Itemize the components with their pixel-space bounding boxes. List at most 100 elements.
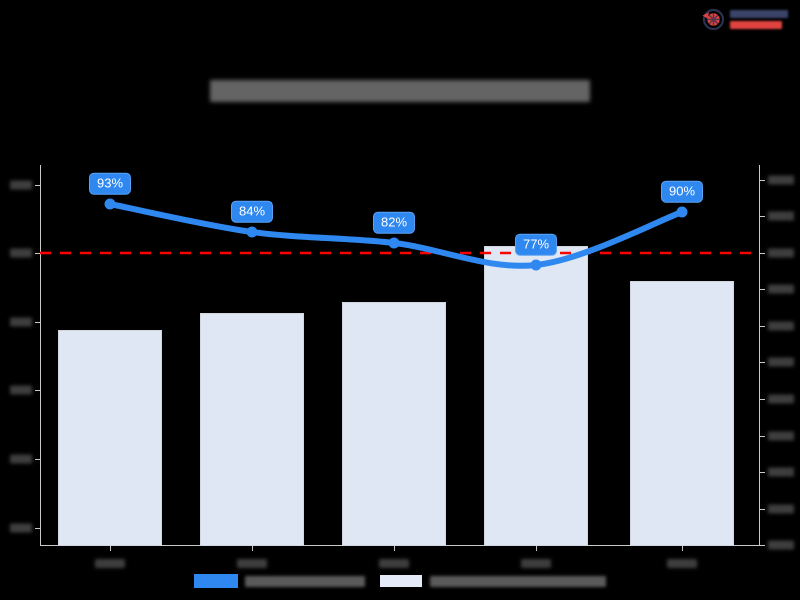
right-axis-tick <box>760 472 765 473</box>
right-axis-tick-label <box>768 284 794 294</box>
right-axis-tick <box>760 180 765 181</box>
left-axis-tick-label-text <box>10 523 32 533</box>
right-axis-tick-label <box>768 175 794 185</box>
right-axis-tick-label-text <box>768 211 794 221</box>
chart-title <box>0 80 800 107</box>
left-axis-tick-label <box>10 248 32 258</box>
right-axis-tick-label-text <box>768 357 794 367</box>
right-axis-tick-label-text <box>768 467 794 477</box>
right-axis-tick-label-text <box>768 175 794 185</box>
legend-items <box>186 570 614 592</box>
legend-item[interactable] <box>194 574 365 588</box>
logo-wordmark <box>730 9 788 29</box>
right-axis-tick-label <box>768 394 794 404</box>
brand-logo <box>700 4 792 34</box>
left-axis-tick <box>35 528 40 529</box>
logo-wordmark-line-2 <box>730 20 782 29</box>
x-axis-tick <box>252 546 253 551</box>
line-marker[interactable] <box>388 237 400 249</box>
right-axis-tick <box>760 545 765 546</box>
right-axis-tick <box>760 509 765 510</box>
left-axis-tick-label <box>10 523 32 533</box>
left-axis-tick-label <box>10 317 32 327</box>
line-marker[interactable] <box>676 206 688 218</box>
x-axis-category-label-text <box>521 559 551 568</box>
left-axis-tick <box>35 253 40 254</box>
right-axis-tick-label <box>768 248 794 258</box>
x-axis-category-label-text <box>237 559 267 568</box>
right-axis-tick-label-text <box>768 284 794 294</box>
bar[interactable] <box>630 281 734 546</box>
bar[interactable] <box>484 246 588 546</box>
left-axis-tick-label-text <box>10 317 32 327</box>
x-axis-tick <box>394 546 395 551</box>
left-axis-tick-label <box>10 454 32 464</box>
right-axis-tick-label-text <box>768 540 794 550</box>
chart-legend <box>0 570 800 592</box>
left-axis-tick <box>35 322 40 323</box>
right-axis-tick-label-text <box>768 248 794 258</box>
x-axis-category-label <box>521 555 551 573</box>
line-data-label: 84% <box>230 200 274 223</box>
logo-mark-icon <box>700 6 726 32</box>
x-axis-tick <box>536 546 537 551</box>
chart-title-text <box>210 80 590 102</box>
right-axis-tick-label <box>768 540 794 550</box>
left-axis-tick <box>35 390 40 391</box>
line-data-label: 82% <box>372 211 416 234</box>
line-marker[interactable] <box>104 198 116 210</box>
right-axis-tick-label-text <box>768 321 794 331</box>
right-axis-tick <box>760 289 765 290</box>
bar[interactable] <box>342 302 446 546</box>
x-axis-category-label-text <box>379 559 409 568</box>
right-axis-tick-label <box>768 357 794 367</box>
right-axis-spine <box>759 165 760 546</box>
x-axis-tick <box>682 546 683 551</box>
x-axis-category-label-text <box>667 559 697 568</box>
right-axis-tick-label <box>768 504 794 514</box>
line-data-label: 93% <box>88 172 132 195</box>
line-marker[interactable] <box>246 226 258 238</box>
x-axis-category-label <box>237 555 267 573</box>
legend-swatch <box>194 574 238 588</box>
right-axis-tick-label <box>768 467 794 477</box>
right-axis-tick-label <box>768 431 794 441</box>
right-axis-tick <box>760 436 765 437</box>
x-axis-category-label <box>95 555 125 573</box>
x-axis-category-label <box>667 555 697 573</box>
left-axis-tick-label <box>10 180 32 190</box>
left-axis-tick-label <box>10 385 32 395</box>
x-axis-category-label <box>379 555 409 573</box>
x-axis-tick <box>110 546 111 551</box>
left-axis-tick <box>35 459 40 460</box>
left-axis-spine <box>40 165 41 546</box>
right-axis-tick <box>760 326 765 327</box>
legend-item[interactable] <box>379 574 606 588</box>
bar[interactable] <box>200 313 304 546</box>
plot-area: 93% 84% 82% 77% 90% <box>10 165 794 568</box>
right-axis-tick-label-text <box>768 394 794 404</box>
bar[interactable] <box>58 330 162 546</box>
right-axis-tick <box>760 362 765 363</box>
right-axis-tick-label <box>768 211 794 221</box>
legend-swatch <box>379 574 423 588</box>
right-axis-tick <box>760 216 765 217</box>
right-axis-tick <box>760 399 765 400</box>
line-series-overlay <box>40 198 760 271</box>
left-axis-tick-label-text <box>10 180 32 190</box>
left-axis-tick <box>35 185 40 186</box>
legend-item-label <box>245 575 365 587</box>
x-axis-category-label-text <box>95 559 125 568</box>
left-axis-tick-label-text <box>10 385 32 395</box>
line-data-label: 90% <box>660 180 704 203</box>
right-axis-tick-label-text <box>768 504 794 514</box>
right-axis-tick <box>760 253 765 254</box>
left-axis-tick-label-text <box>10 454 32 464</box>
right-axis-tick-label <box>768 321 794 331</box>
legend-item-label <box>430 575 606 587</box>
line-marker[interactable] <box>530 259 542 271</box>
left-axis-tick-label-text <box>10 248 32 258</box>
logo-wordmark-line-1 <box>730 9 788 18</box>
line-data-label: 77% <box>514 233 558 256</box>
line-markers <box>104 198 688 271</box>
